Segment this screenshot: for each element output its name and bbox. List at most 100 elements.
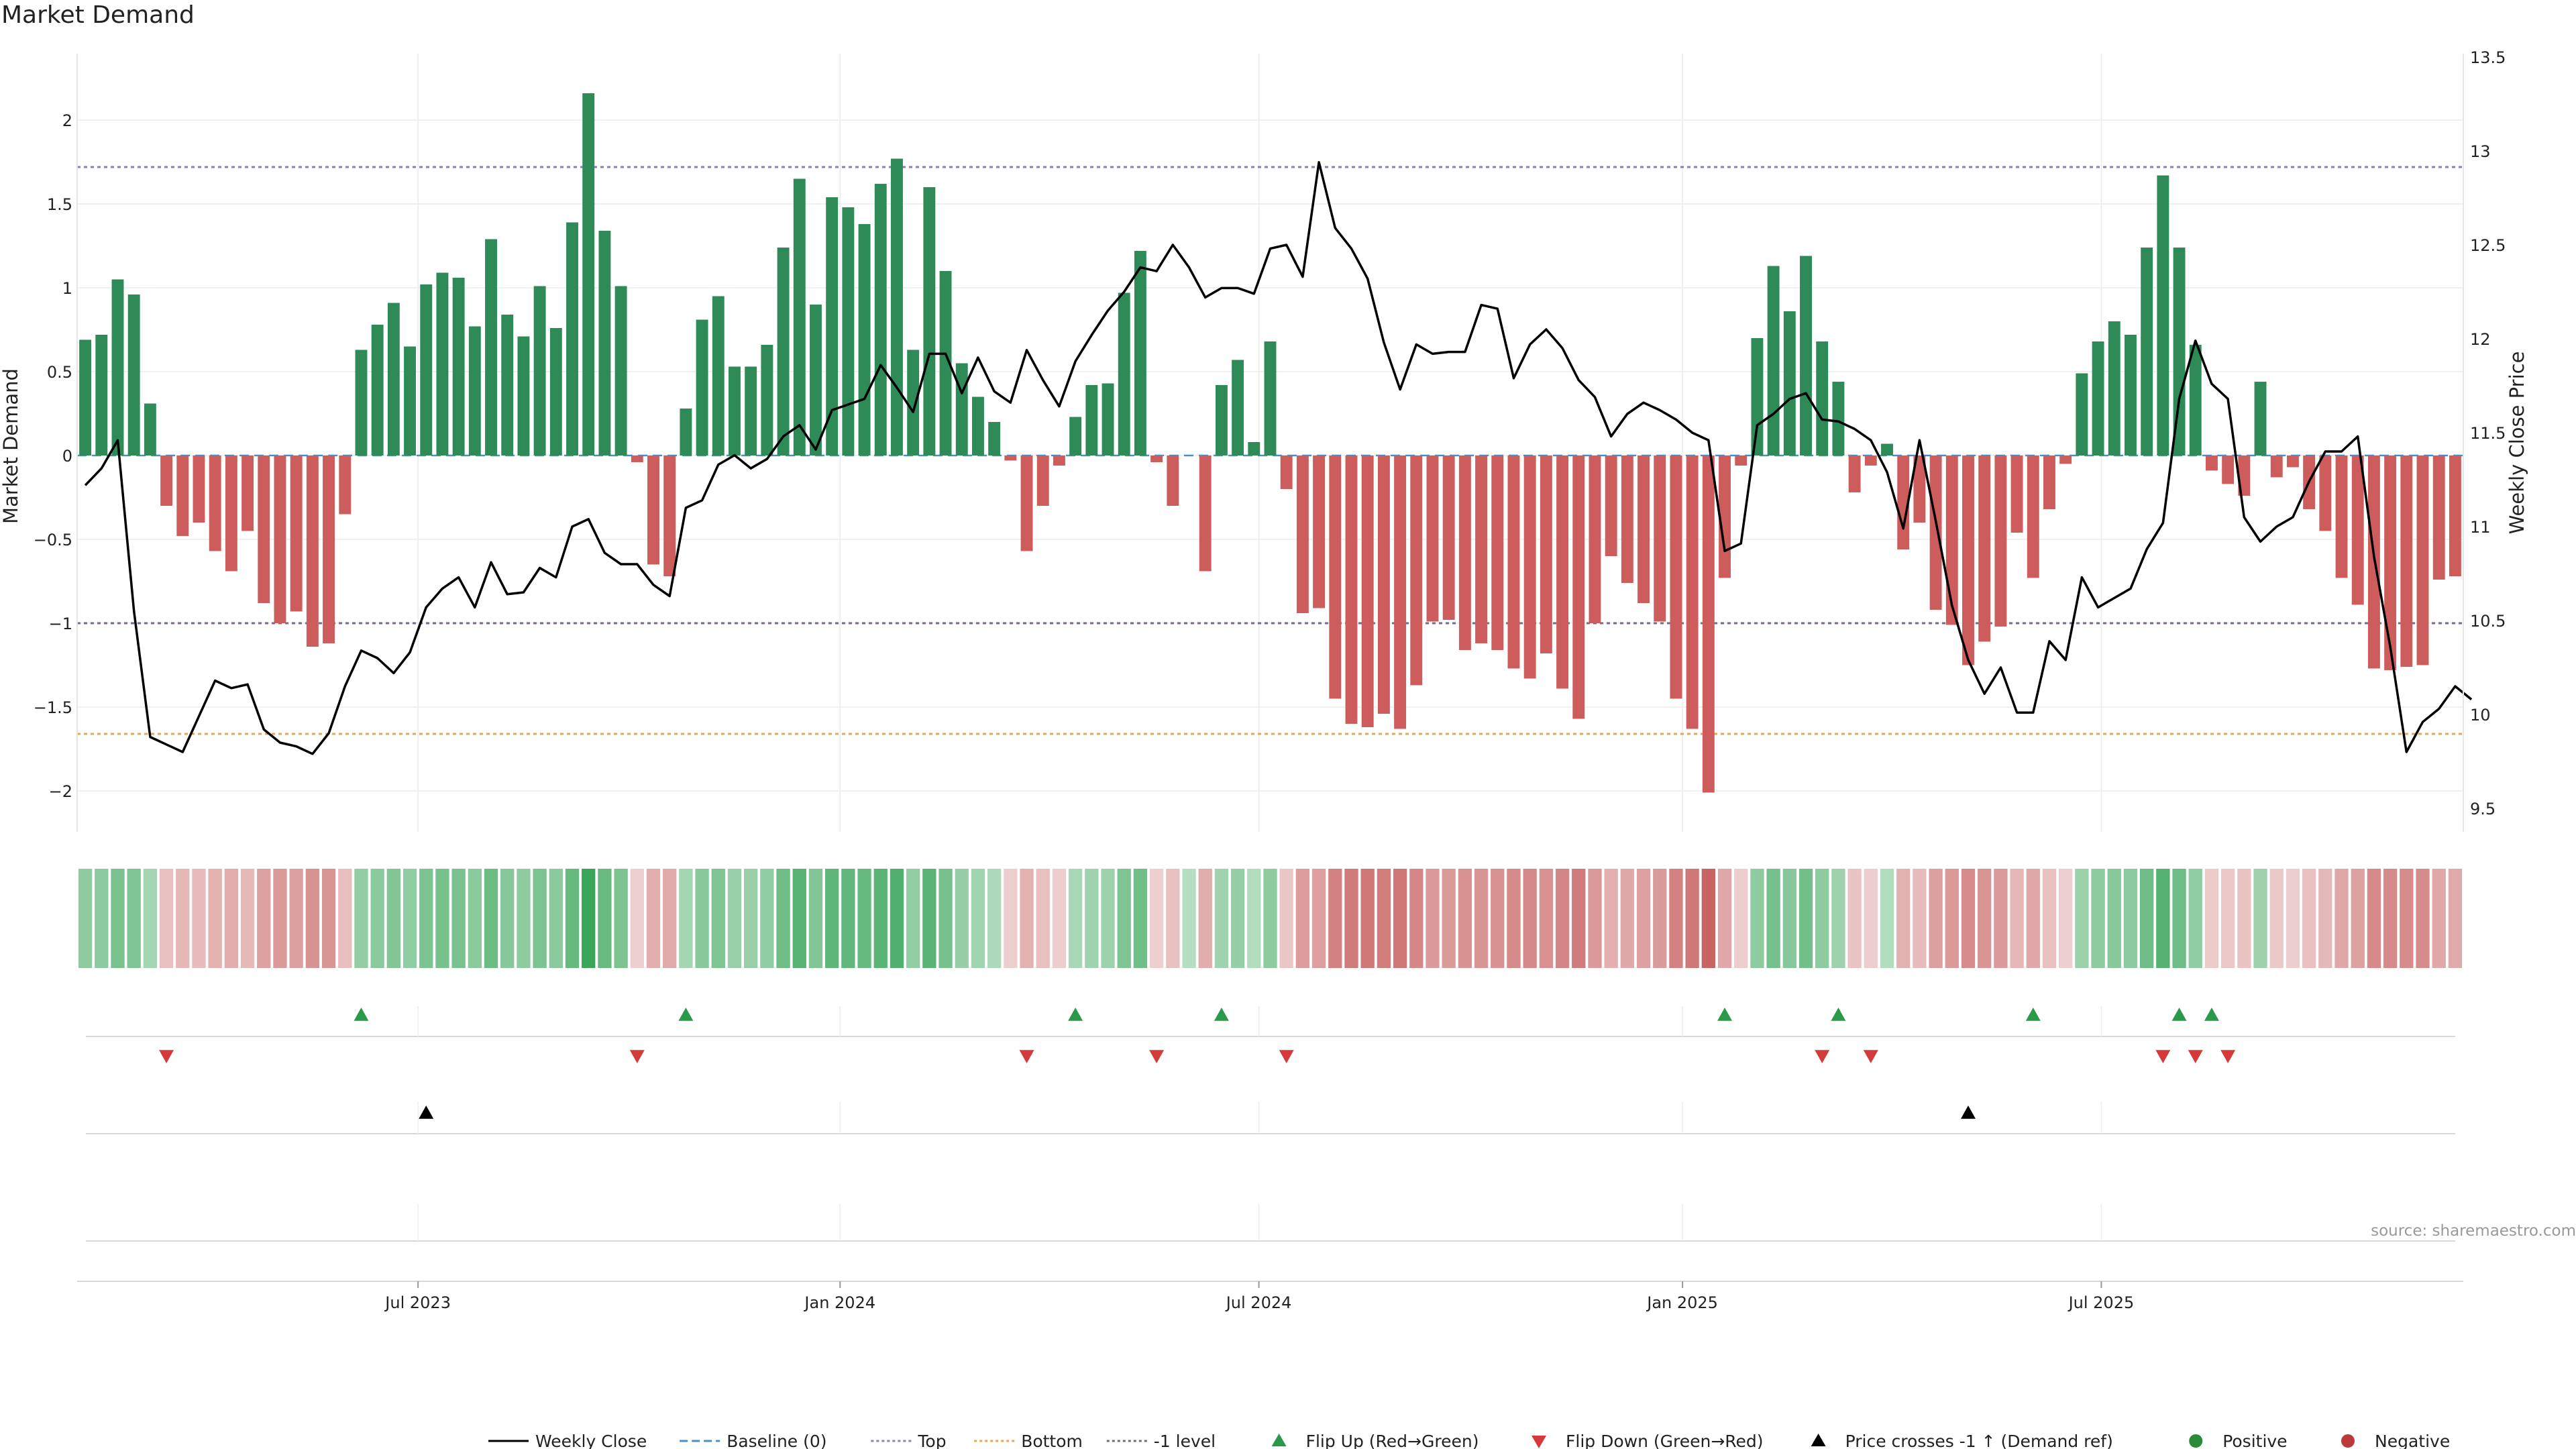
source-credit: source: sharemaestro.com xyxy=(2371,1222,2576,1240)
axes xyxy=(76,54,2464,832)
demand-bar xyxy=(761,345,773,455)
strip-cell xyxy=(841,869,855,968)
demand-bar xyxy=(1053,455,1065,466)
demand-bar xyxy=(2449,455,2461,576)
demand-bar xyxy=(436,272,449,455)
demand-bar xyxy=(1394,455,1407,729)
strip-cell xyxy=(1409,869,1424,968)
strip-cell xyxy=(468,869,482,968)
strip-cell xyxy=(727,869,742,968)
strip-cell xyxy=(2448,869,2463,968)
demand-bar xyxy=(858,224,871,455)
flip-down-marker xyxy=(1863,1050,1878,1063)
demand-bar xyxy=(1167,455,1179,506)
strip-cell xyxy=(2156,869,2170,968)
demand-bar xyxy=(1442,455,1455,620)
strip-cell xyxy=(1539,869,1554,968)
price-cross-marker xyxy=(419,1106,434,1119)
strip-cell xyxy=(1831,869,1845,968)
demand-bar xyxy=(2010,455,2023,533)
strip-cell xyxy=(695,869,709,968)
strip-cell xyxy=(1133,869,1148,968)
price-cross-marker xyxy=(1960,1106,1976,1119)
demand-bar xyxy=(193,455,205,523)
flip-up-marker xyxy=(1831,1008,1846,1021)
demand-bar xyxy=(241,455,254,531)
strip-cell xyxy=(1929,869,1943,968)
strip-cell xyxy=(2042,869,2057,968)
demand-bar xyxy=(290,455,303,612)
strip-cell xyxy=(111,869,125,968)
demand-bar xyxy=(923,187,936,455)
strip-cell xyxy=(1036,869,1050,968)
demand-bar xyxy=(1848,455,1861,492)
strip-cell xyxy=(873,869,888,968)
demand-bar xyxy=(2027,455,2039,578)
strip-cell xyxy=(257,869,271,968)
flip-up-marker xyxy=(678,1008,694,1021)
legend-label: Positive xyxy=(2222,1432,2287,1449)
y-tick-label-left: 1.5 xyxy=(47,195,72,214)
demand-bar xyxy=(2125,335,2137,455)
strip-cell xyxy=(1263,869,1277,968)
demand-bar xyxy=(1215,385,1228,455)
flip-down-marker xyxy=(1149,1050,1165,1063)
strip-cell xyxy=(386,869,401,968)
demand-bar xyxy=(1962,455,1974,665)
strip-cell xyxy=(792,869,806,968)
demand-bar xyxy=(680,409,692,455)
strip-cell xyxy=(890,869,904,968)
strip-cell xyxy=(208,869,222,968)
strip-cell xyxy=(1344,869,1358,968)
strip-cell xyxy=(1442,869,1456,968)
demand-bar xyxy=(1264,341,1277,455)
y-tick-label-left: 2 xyxy=(62,111,72,130)
strip-cell xyxy=(1555,869,1570,968)
strip-cell xyxy=(1474,869,1489,968)
demand-bar xyxy=(971,396,984,455)
strip-cell xyxy=(1507,869,1521,968)
strip-cell xyxy=(679,869,693,968)
demand-bar xyxy=(2351,455,2364,605)
strip-cell xyxy=(630,869,644,968)
strip-cell xyxy=(598,869,612,968)
legend-label: Bottom xyxy=(1021,1432,1083,1449)
strip-cell xyxy=(402,869,417,968)
strip-cell xyxy=(1149,869,1164,968)
demand-bar xyxy=(1134,251,1146,455)
demand-bar xyxy=(468,326,481,455)
legend-label: -1 level xyxy=(1154,1432,1216,1449)
y-tick-label-right: 12.5 xyxy=(2470,236,2506,255)
demand-bar xyxy=(1945,455,1958,625)
strip-cell xyxy=(484,869,498,968)
strip-cell xyxy=(338,869,352,968)
demand-bar xyxy=(631,455,643,462)
demand-bar xyxy=(2173,248,2186,455)
strip-cell xyxy=(1101,869,1115,968)
strip-cell xyxy=(1572,869,1586,968)
strip-cell xyxy=(1214,869,1229,968)
demand-bar xyxy=(842,207,855,455)
demand-bar xyxy=(712,296,724,455)
demand-bar xyxy=(1556,455,1569,689)
strip-cell xyxy=(2269,869,2284,968)
legend-symbol xyxy=(1811,1434,1826,1446)
legend-label: Flip Down (Green→Red) xyxy=(1566,1432,1764,1449)
demand-bar xyxy=(1670,455,1682,699)
demand-bar xyxy=(95,335,108,455)
strip-cell xyxy=(1636,869,1651,968)
demand-bar xyxy=(810,305,822,455)
demand-bar xyxy=(1832,382,1845,455)
strip-cell xyxy=(95,869,109,968)
x-ticks: Jul 2023 Jan 2024 Jul 2024 Jan 2025 Jul 2025 xyxy=(384,1281,2134,1312)
demand-bar xyxy=(1913,455,1926,523)
strip-cell xyxy=(1182,869,1196,968)
demand-bar xyxy=(209,455,221,551)
strip-cell xyxy=(1393,869,1407,968)
demand-bar xyxy=(2254,382,2267,455)
strip-cell xyxy=(2334,869,2349,968)
strip-cell xyxy=(78,869,93,968)
demand-bar xyxy=(355,350,368,455)
demand-bar xyxy=(225,455,237,572)
demand-bar xyxy=(1572,455,1585,719)
